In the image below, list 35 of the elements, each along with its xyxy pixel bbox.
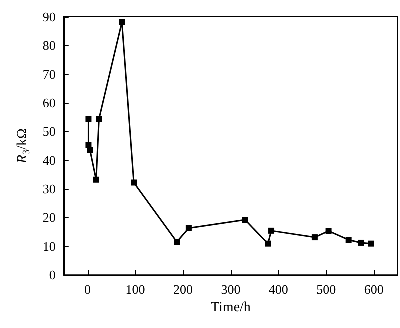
point (119, 19, 126, 26)
x-tick-label: 400 (268, 282, 288, 298)
x-tick-label: 600 (364, 282, 384, 298)
y-tick-label: 40 (42, 152, 56, 168)
y-tick-label: 20 (42, 210, 56, 226)
y-tick-label: 10 (42, 238, 56, 254)
x-tick-label: 100 (126, 282, 146, 298)
point (265, 240, 272, 247)
y-tick-label: 0 (49, 268, 56, 283)
x-tick-label: 300 (221, 282, 241, 298)
point (96, 116, 102, 122)
point (268, 228, 275, 234)
y-axis-title: R3/kΩ (16, 128, 32, 164)
point (174, 239, 180, 246)
y-tick-label: 50 (42, 124, 56, 140)
y-tick-label: 80 (42, 38, 56, 54)
x-tick-label: 500 (316, 282, 336, 298)
y-tick-label: 60 (42, 96, 56, 111)
point (86, 116, 92, 122)
point (358, 240, 364, 246)
y-tick-label: 70 (42, 66, 56, 82)
y-tick-label: 30 (42, 182, 56, 197)
point (326, 228, 332, 234)
point (93, 176, 100, 183)
point (368, 240, 374, 247)
point (186, 225, 192, 232)
x-tick-label: 200 (173, 282, 193, 298)
point (131, 180, 138, 186)
x-axis-title: Time/h (210, 300, 251, 316)
point (87, 147, 94, 154)
x-tick-label: 0 (84, 282, 92, 298)
point (312, 234, 318, 241)
point (242, 217, 248, 224)
point (346, 237, 352, 244)
y-tick-label: 90 (42, 10, 56, 24)
